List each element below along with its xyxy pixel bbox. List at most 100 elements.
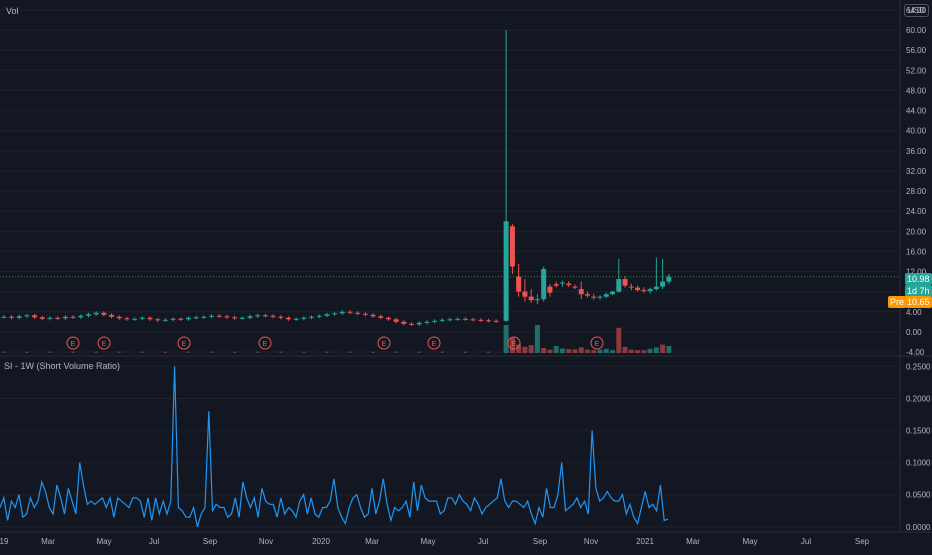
- time-tick-label: Sep: [533, 537, 548, 546]
- volume-bar: [440, 351, 444, 353]
- volume-bar: [585, 349, 590, 353]
- earnings-letter: E: [263, 341, 268, 348]
- candle-body: [347, 311, 353, 313]
- candle-body: [401, 321, 407, 324]
- earnings-letter: E: [595, 341, 600, 348]
- candle-body: [610, 291, 616, 295]
- candle-body: [24, 315, 30, 317]
- candle-body: [653, 286, 659, 290]
- volume-bar: [660, 344, 666, 353]
- candle-body: [116, 316, 122, 319]
- volume-bar: [94, 351, 98, 353]
- indicator-title: SI - 1W (Short Volume Ratio): [4, 361, 121, 371]
- volume-bar: [233, 351, 237, 353]
- candle-body: [493, 320, 499, 322]
- earnings-marker: E: [97, 336, 111, 350]
- candle-body: [316, 315, 322, 317]
- candle-body: [124, 318, 130, 320]
- volume-bar: [279, 351, 283, 353]
- volume-bar: [666, 346, 672, 353]
- currency-button[interactable]: USD: [904, 4, 929, 17]
- candle-body: [278, 316, 284, 318]
- price-tick-label: 4.00: [906, 308, 922, 317]
- candle-body: [432, 320, 438, 322]
- candle-body: [370, 314, 376, 317]
- earnings-marker: E: [590, 336, 604, 350]
- volume-bar: [302, 351, 306, 353]
- candle-body: [409, 323, 415, 325]
- time-tick-label: 2021: [636, 537, 654, 546]
- candle-body: [193, 317, 199, 319]
- candle-body: [232, 317, 238, 319]
- price-tick-label: 24.00: [906, 207, 927, 216]
- volume-bar: [71, 351, 75, 353]
- candle-body: [553, 284, 559, 286]
- candle-body: [216, 315, 222, 317]
- earnings-marker: E: [427, 336, 441, 350]
- volume-label: Vol: [6, 6, 19, 16]
- earnings-marker: E: [66, 336, 80, 350]
- price-tick-label: 52.00: [906, 66, 927, 75]
- time-tick-label: 2020: [312, 537, 330, 546]
- time-tick-label: Mar: [686, 537, 700, 546]
- time-tick-label: Mar: [365, 537, 379, 546]
- candle-body: [393, 319, 399, 322]
- si-tick-label: 0.2000: [906, 394, 931, 403]
- volume-bar: [417, 351, 421, 353]
- candle-body: [455, 318, 461, 320]
- candle-body: [616, 279, 622, 292]
- price-tick-label: 40.00: [906, 127, 927, 136]
- volume-bar: [572, 349, 578, 353]
- candle-body: [478, 319, 484, 321]
- candle-body: [255, 315, 261, 317]
- earnings-circle: [66, 336, 80, 350]
- earnings-circle: [427, 336, 441, 350]
- volume-bar: [463, 351, 467, 353]
- candle-body: [485, 320, 491, 322]
- volume-bar: [541, 347, 547, 353]
- volume-bar: [163, 351, 167, 353]
- volume-bar: [509, 337, 515, 353]
- candle-body: [293, 318, 299, 320]
- volume-bar: [635, 350, 641, 353]
- time-tick-label: Jul: [801, 537, 811, 546]
- candle-body: [559, 282, 565, 284]
- candle-body: [666, 276, 672, 282]
- candle-body: [139, 317, 145, 319]
- volume-bar: [25, 351, 29, 353]
- volume-bar: [534, 325, 540, 353]
- volume-bar: [503, 325, 509, 353]
- price-tick-label: 16.00: [906, 247, 927, 256]
- volume-bar: [528, 345, 534, 353]
- volume-bar: [256, 351, 260, 353]
- candle-body: [597, 296, 603, 298]
- candle-body: [301, 317, 307, 319]
- candle-body: [39, 317, 45, 319]
- candle-body: [385, 317, 391, 320]
- candle-body: [1, 316, 7, 318]
- candle-body: [566, 283, 572, 286]
- candle-body: [439, 319, 445, 321]
- candle-body: [16, 316, 22, 318]
- price-tick-label: 32.00: [906, 167, 927, 176]
- candle-body: [70, 316, 76, 318]
- candle-body: [109, 314, 115, 317]
- candle-body: [147, 317, 153, 320]
- earnings-marker: E: [177, 336, 191, 350]
- price-tick-label: -4.00: [906, 348, 925, 357]
- earnings-letter: E: [512, 341, 517, 348]
- time-tick-label: Nov: [584, 537, 598, 546]
- volume-bar: [394, 351, 398, 353]
- volume-bar: [2, 351, 6, 353]
- candle-body: [101, 312, 107, 315]
- candle-body: [178, 318, 184, 320]
- si-tick-label: 0.1500: [906, 427, 931, 436]
- volume-bar: [140, 351, 144, 353]
- candle-body: [85, 314, 91, 316]
- candle-body: [378, 316, 384, 318]
- price-tick-label: 44.00: [906, 107, 927, 116]
- volume-bar: [371, 351, 375, 353]
- last-price-badge: 10.98: [905, 273, 932, 285]
